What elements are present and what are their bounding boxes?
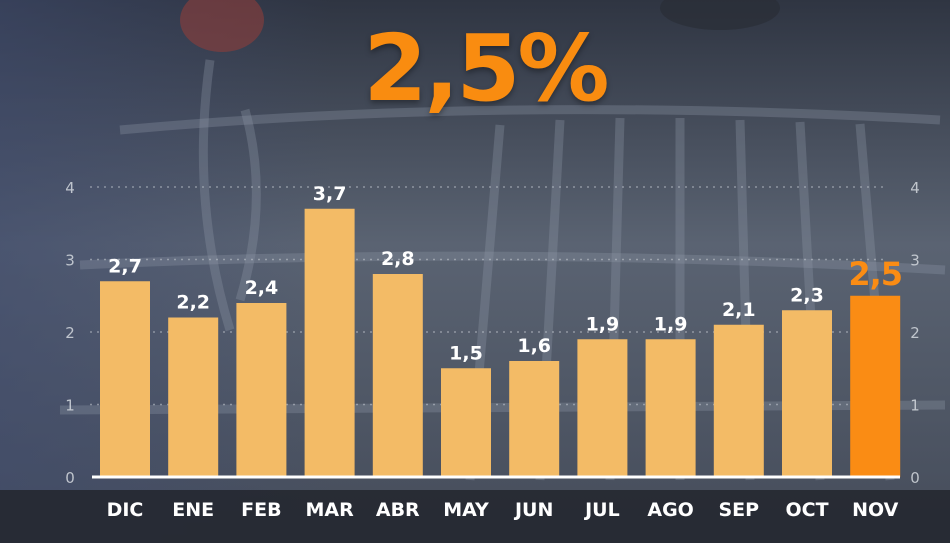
bars [100, 208, 901, 477]
bar-ene [168, 317, 219, 477]
category-label: OCT [785, 499, 828, 521]
y-tick-label-right: 4 [910, 179, 920, 197]
bar-dic [100, 281, 150, 477]
value-label: 1,5 [449, 342, 483, 364]
bar-may [441, 368, 491, 477]
y-axis-ticks: 0 0 1 1 2 2 3 3 4 4 [65, 179, 920, 487]
value-label: 2,2 [176, 292, 210, 314]
y-tick-label-left: 4 [65, 179, 75, 197]
category-label: AGO [647, 499, 693, 521]
category-label: NOV [852, 499, 899, 521]
value-label: 1,9 [654, 313, 688, 335]
category-label: MAR [305, 499, 354, 521]
y-tick-label-right: 1 [910, 397, 920, 415]
category-label: FEB [241, 499, 281, 521]
value-label: 1,9 [586, 313, 620, 335]
y-tick-label-left: 2 [65, 324, 75, 342]
value-labels: 2,7 2,2 2,4 3,7 2,8 1,5 1,6 1,9 1,9 2,1 2,3 2,5 [108, 183, 903, 365]
value-label: 1,6 [517, 335, 551, 357]
category-label: MAY [443, 499, 489, 521]
y-tick-label-right: 0 [910, 469, 920, 487]
y-tick-label-left: 1 [65, 397, 75, 415]
category-label: ABR [376, 499, 420, 521]
category-label: DIC [107, 499, 144, 521]
category-label: ENE [172, 499, 214, 521]
value-label: 2,5 [848, 255, 902, 293]
value-label: 2,4 [245, 277, 279, 299]
bar-oct [782, 310, 832, 477]
bar-ago [645, 339, 696, 477]
bar-sep [713, 324, 764, 477]
y-tick-label-left: 3 [65, 252, 75, 270]
value-label: 3,7 [313, 183, 347, 205]
headline-value: 2,5% [363, 15, 609, 122]
value-label: 2,8 [381, 248, 415, 270]
bar-jun [509, 361, 560, 477]
y-tick-label-left: 0 [65, 469, 75, 487]
category-band [0, 490, 950, 543]
category-label: JUL [583, 499, 620, 521]
category-label: JUN [513, 499, 553, 521]
red-handle-shape [180, 0, 264, 52]
category-labels: DIC ENE FEB MAR ABR MAY JUN JUL AGO SEP OCT NOV [107, 499, 899, 521]
bar-jul [577, 339, 628, 477]
bar-abr [372, 274, 423, 477]
category-label: SEP [719, 499, 760, 521]
bar-feb [236, 303, 287, 477]
value-label: 2,1 [722, 299, 756, 321]
y-tick-label-right: 2 [910, 324, 920, 342]
value-label: 2,7 [108, 255, 142, 277]
value-label: 2,3 [790, 284, 824, 306]
bar-mar [304, 208, 355, 477]
bar-nov [850, 295, 901, 477]
y-tick-label-right: 3 [910, 252, 920, 270]
